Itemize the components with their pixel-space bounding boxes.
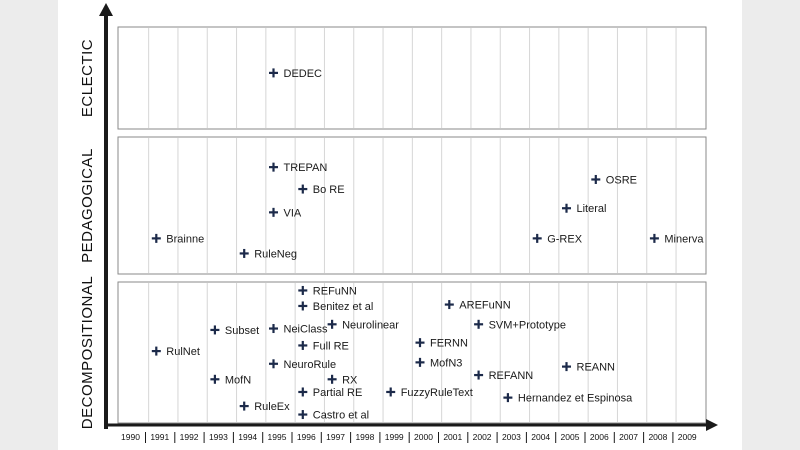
x-tick-label: 1993: [209, 432, 228, 442]
data-point-label: MofN3: [430, 357, 462, 369]
x-axis-arrowhead: [706, 419, 718, 431]
x-tick-label: 1995: [268, 432, 287, 442]
data-point-label: VIA: [284, 207, 302, 219]
x-tick-label: 2000: [414, 432, 433, 442]
data-point-label: MofN: [225, 374, 251, 386]
data-point-label: G-REX: [547, 233, 583, 245]
data-point-label: RuleNeg: [254, 248, 297, 260]
data-point-label: Partial RE: [313, 387, 363, 399]
data-point-label: Full RE: [313, 340, 349, 352]
data-point-label: Castro et al: [313, 410, 369, 422]
data-point-label: RX: [342, 374, 358, 386]
x-tick-label: 2007: [619, 432, 638, 442]
data-point-label: Neurolinear: [342, 319, 399, 331]
data-point-label: REFANN: [489, 370, 534, 382]
data-point-label: AREFuNN: [459, 300, 510, 312]
data-point-label: Brainne: [166, 233, 204, 245]
data-point-label: REFuNN: [313, 285, 357, 297]
x-tick-label: 1994: [238, 432, 257, 442]
data-point-label: Bo RE: [313, 184, 345, 196]
x-tick-label: 1997: [326, 432, 345, 442]
data-point-label: NeiClass: [284, 324, 329, 336]
data-point-label: NeuroRule: [284, 359, 337, 371]
x-tick-label: 2003: [502, 432, 521, 442]
right-margin-shade: [742, 0, 800, 450]
x-tick-label: 1990: [121, 432, 140, 442]
data-point-label: REANN: [577, 362, 616, 374]
data-point-label: Literal: [577, 203, 607, 215]
data-point-label: OSRE: [606, 174, 637, 186]
x-tick-label: 2006: [590, 432, 609, 442]
x-tick-label: 2008: [648, 432, 667, 442]
data-point-label: RulNet: [166, 346, 200, 358]
data-point-label: RuleEx: [254, 401, 290, 413]
x-tick-label: 1992: [180, 432, 199, 442]
data-point-label: SVM+Prototype: [489, 319, 566, 331]
left-margin-shade: [0, 0, 58, 450]
data-point-label: Subset: [225, 325, 259, 337]
x-tick-label: 2005: [561, 432, 580, 442]
x-tick-label: 2004: [531, 432, 550, 442]
x-tick-label: 2002: [473, 432, 492, 442]
x-tick-label: 2009: [678, 432, 697, 442]
data-point-label: Benitez et al: [313, 301, 374, 313]
category-label-decompositional: DECOMPOSITIONAL: [79, 276, 96, 429]
data-point-label: DEDEC: [284, 68, 323, 80]
data-point-label: Hernandez et Espinosa: [518, 393, 633, 405]
x-tick-label: 1999: [385, 432, 404, 442]
x-tick-label: 2001: [443, 432, 462, 442]
x-tick-label: 1991: [150, 432, 169, 442]
data-point-label: TREPAN: [284, 162, 328, 174]
y-axis-arrowhead: [99, 3, 113, 16]
category-label-eclectic: ECLECTIC: [79, 39, 96, 117]
x-tick-label: 1996: [297, 432, 316, 442]
data-point-label: FERNN: [430, 338, 468, 350]
category-label-pedagogical: PEDAGOGICAL: [79, 148, 96, 263]
data-point-label: FuzzyRuleText: [401, 387, 473, 399]
x-tick-label: 1998: [355, 432, 374, 442]
data-point-label: Minerva: [664, 233, 704, 245]
